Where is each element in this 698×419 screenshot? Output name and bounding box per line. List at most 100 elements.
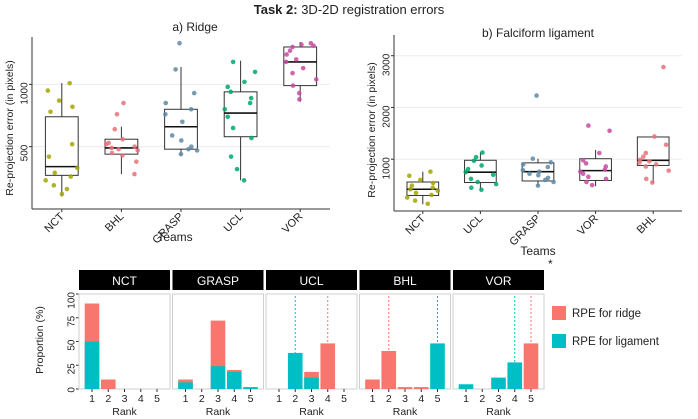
- ligament-point-nct: [417, 177, 423, 183]
- ridge-point-ucl: [242, 79, 247, 85]
- ridge-point-bhl: [121, 100, 126, 106]
- ligament-point-vor: [580, 157, 586, 163]
- ligament-point-grasp: [535, 183, 541, 188]
- ligament-point-nct: [425, 201, 431, 207]
- ligament-point-grasp: [530, 156, 536, 162]
- ridge-x-axis-label: Teams: [157, 230, 192, 244]
- rank-y-tick-label: 100: [67, 292, 78, 309]
- ridge-point-ucl: [234, 166, 240, 172]
- ligament-point-bhl: [643, 176, 649, 182]
- ridge-point-bhl: [132, 171, 137, 177]
- ligament-point-vor: [584, 179, 589, 185]
- ridge-point-vor: [300, 65, 306, 71]
- ligament-point-ucl: [469, 185, 474, 191]
- ligament-y-tick-label: 3000: [382, 53, 393, 76]
- rank-bar-ligament-vor: [491, 377, 506, 389]
- ligament-point-bhl: [650, 180, 655, 185]
- ridge-point-vor: [299, 42, 304, 47]
- ridge-point-ucl: [249, 135, 254, 141]
- ridge-point-vor: [290, 70, 295, 76]
- rank-panel-header-bhl: [359, 270, 451, 290]
- ligament-point-ucl: [490, 172, 496, 178]
- rank-panel-header-vor: [453, 270, 544, 290]
- ridge-point-bhl: [109, 150, 115, 156]
- ridge-point-ucl: [225, 114, 231, 120]
- ligament-box-bhl: [636, 136, 670, 166]
- ridge-point-bhl: [103, 141, 109, 147]
- ridge-point-ucl: [230, 59, 236, 65]
- ligament-y-tick-label: 2000: [382, 105, 393, 128]
- ligament-point-nct: [404, 195, 410, 200]
- rank-x-tick-label: 3: [496, 393, 502, 405]
- ligament-point-vor: [597, 150, 602, 156]
- ligament-point-grasp: [527, 171, 532, 177]
- ligament-point-vor: [602, 167, 608, 172]
- rank-x-tick-label: 1: [276, 393, 282, 405]
- ligament-point-bhl: [643, 150, 649, 156]
- ridge-point-vor: [313, 77, 319, 82]
- ridge-point-ucl: [228, 154, 234, 159]
- rank-legend-label-ligament: RPE for ligament: [572, 336, 660, 348]
- ridge-point-ucl: [230, 125, 236, 131]
- rank-x-tick-label: 3: [215, 393, 221, 405]
- ridge-point-bhl: [116, 146, 121, 152]
- ridge-point-grasp: [178, 151, 184, 157]
- ridge-point-nct: [51, 183, 57, 188]
- rank-panel-title-vor: VOR: [485, 274, 511, 288]
- ligament-point-grasp: [520, 162, 526, 167]
- rank-x-tick-label: 5: [528, 393, 534, 405]
- rank-y-tick-label: 50: [67, 339, 78, 351]
- ligament-chart-title: b) Falciform ligament: [482, 26, 595, 40]
- ridge-point-bhl: [120, 136, 125, 142]
- rank-x-axis-label-bhl: Rank: [393, 406, 418, 418]
- ridge-x-tick-label: NCT: [42, 210, 67, 235]
- ligament-point-ucl: [479, 163, 484, 168]
- ridge-point-nct: [59, 191, 65, 197]
- ligament-point-nct: [428, 169, 433, 174]
- rank-panel-title-grasp: GRASP: [197, 274, 239, 288]
- ligament-point-ucl: [493, 181, 499, 187]
- ridge-point-grasp: [173, 67, 178, 72]
- ligament-point-grasp: [535, 172, 541, 178]
- rank-x-tick-label: 5: [341, 393, 347, 405]
- ligament-point-nct: [429, 192, 434, 198]
- ridge-point-bhl: [120, 153, 125, 158]
- ligament-point-ucl: [463, 169, 468, 175]
- rank-panel-title-ucl: UCL: [299, 274, 323, 288]
- ligament-point-nct: [430, 180, 436, 186]
- ligament-point-bhl: [647, 159, 652, 164]
- rank-x-tick-label: 2: [105, 393, 111, 405]
- ridge-x-tick-label: UCL: [222, 211, 246, 235]
- ridge-box-vor: [283, 46, 318, 87]
- rank-x-tick-label: 4: [512, 393, 518, 405]
- ridge-boxplot: a) Ridge Re-projection error (in pixels)…: [4, 20, 330, 246]
- rank-legend-swatch-ridge: [552, 306, 566, 320]
- rank-x-tick-label: 4: [418, 393, 424, 405]
- rank-bar-ridge-nct: [100, 379, 116, 389]
- ligament-point-nct: [408, 186, 413, 192]
- rank-x-tick-label: 1: [89, 393, 95, 405]
- ridge-point-vor: [311, 43, 316, 49]
- ridge-point-nct: [68, 174, 74, 179]
- ligament-point-ucl: [480, 150, 485, 155]
- ligament-point-bhl: [643, 164, 649, 169]
- ligament-point-vor: [580, 171, 586, 177]
- rank-x-axis-label-vor: Rank: [486, 406, 511, 418]
- ridge-point-nct: [43, 178, 48, 183]
- ligament-point-nct: [409, 183, 415, 188]
- ligament-point-bhl: [666, 168, 671, 173]
- ligament-point-vor: [607, 128, 612, 134]
- ligament-x-tick-label: NCT: [403, 212, 428, 237]
- rank-y-tick-label: 0: [67, 387, 78, 393]
- figure-title-bold: Task 2:: [254, 2, 298, 17]
- ridge-point-bhl: [132, 144, 137, 149]
- rank-bar-ligament-vor: [507, 362, 523, 389]
- ligament-point-ucl: [475, 179, 481, 185]
- ridge-point-vor: [284, 52, 289, 57]
- rank-legend-label-ridge: RPE for ridge: [572, 308, 641, 320]
- ligament-x-tick-label: GRASP: [507, 213, 543, 249]
- rank-panel-header-grasp: [172, 270, 264, 290]
- ligament-point-grasp: [542, 177, 548, 183]
- rank-bar-ligament-vor: [458, 384, 474, 389]
- ligament-point-nct: [413, 190, 419, 196]
